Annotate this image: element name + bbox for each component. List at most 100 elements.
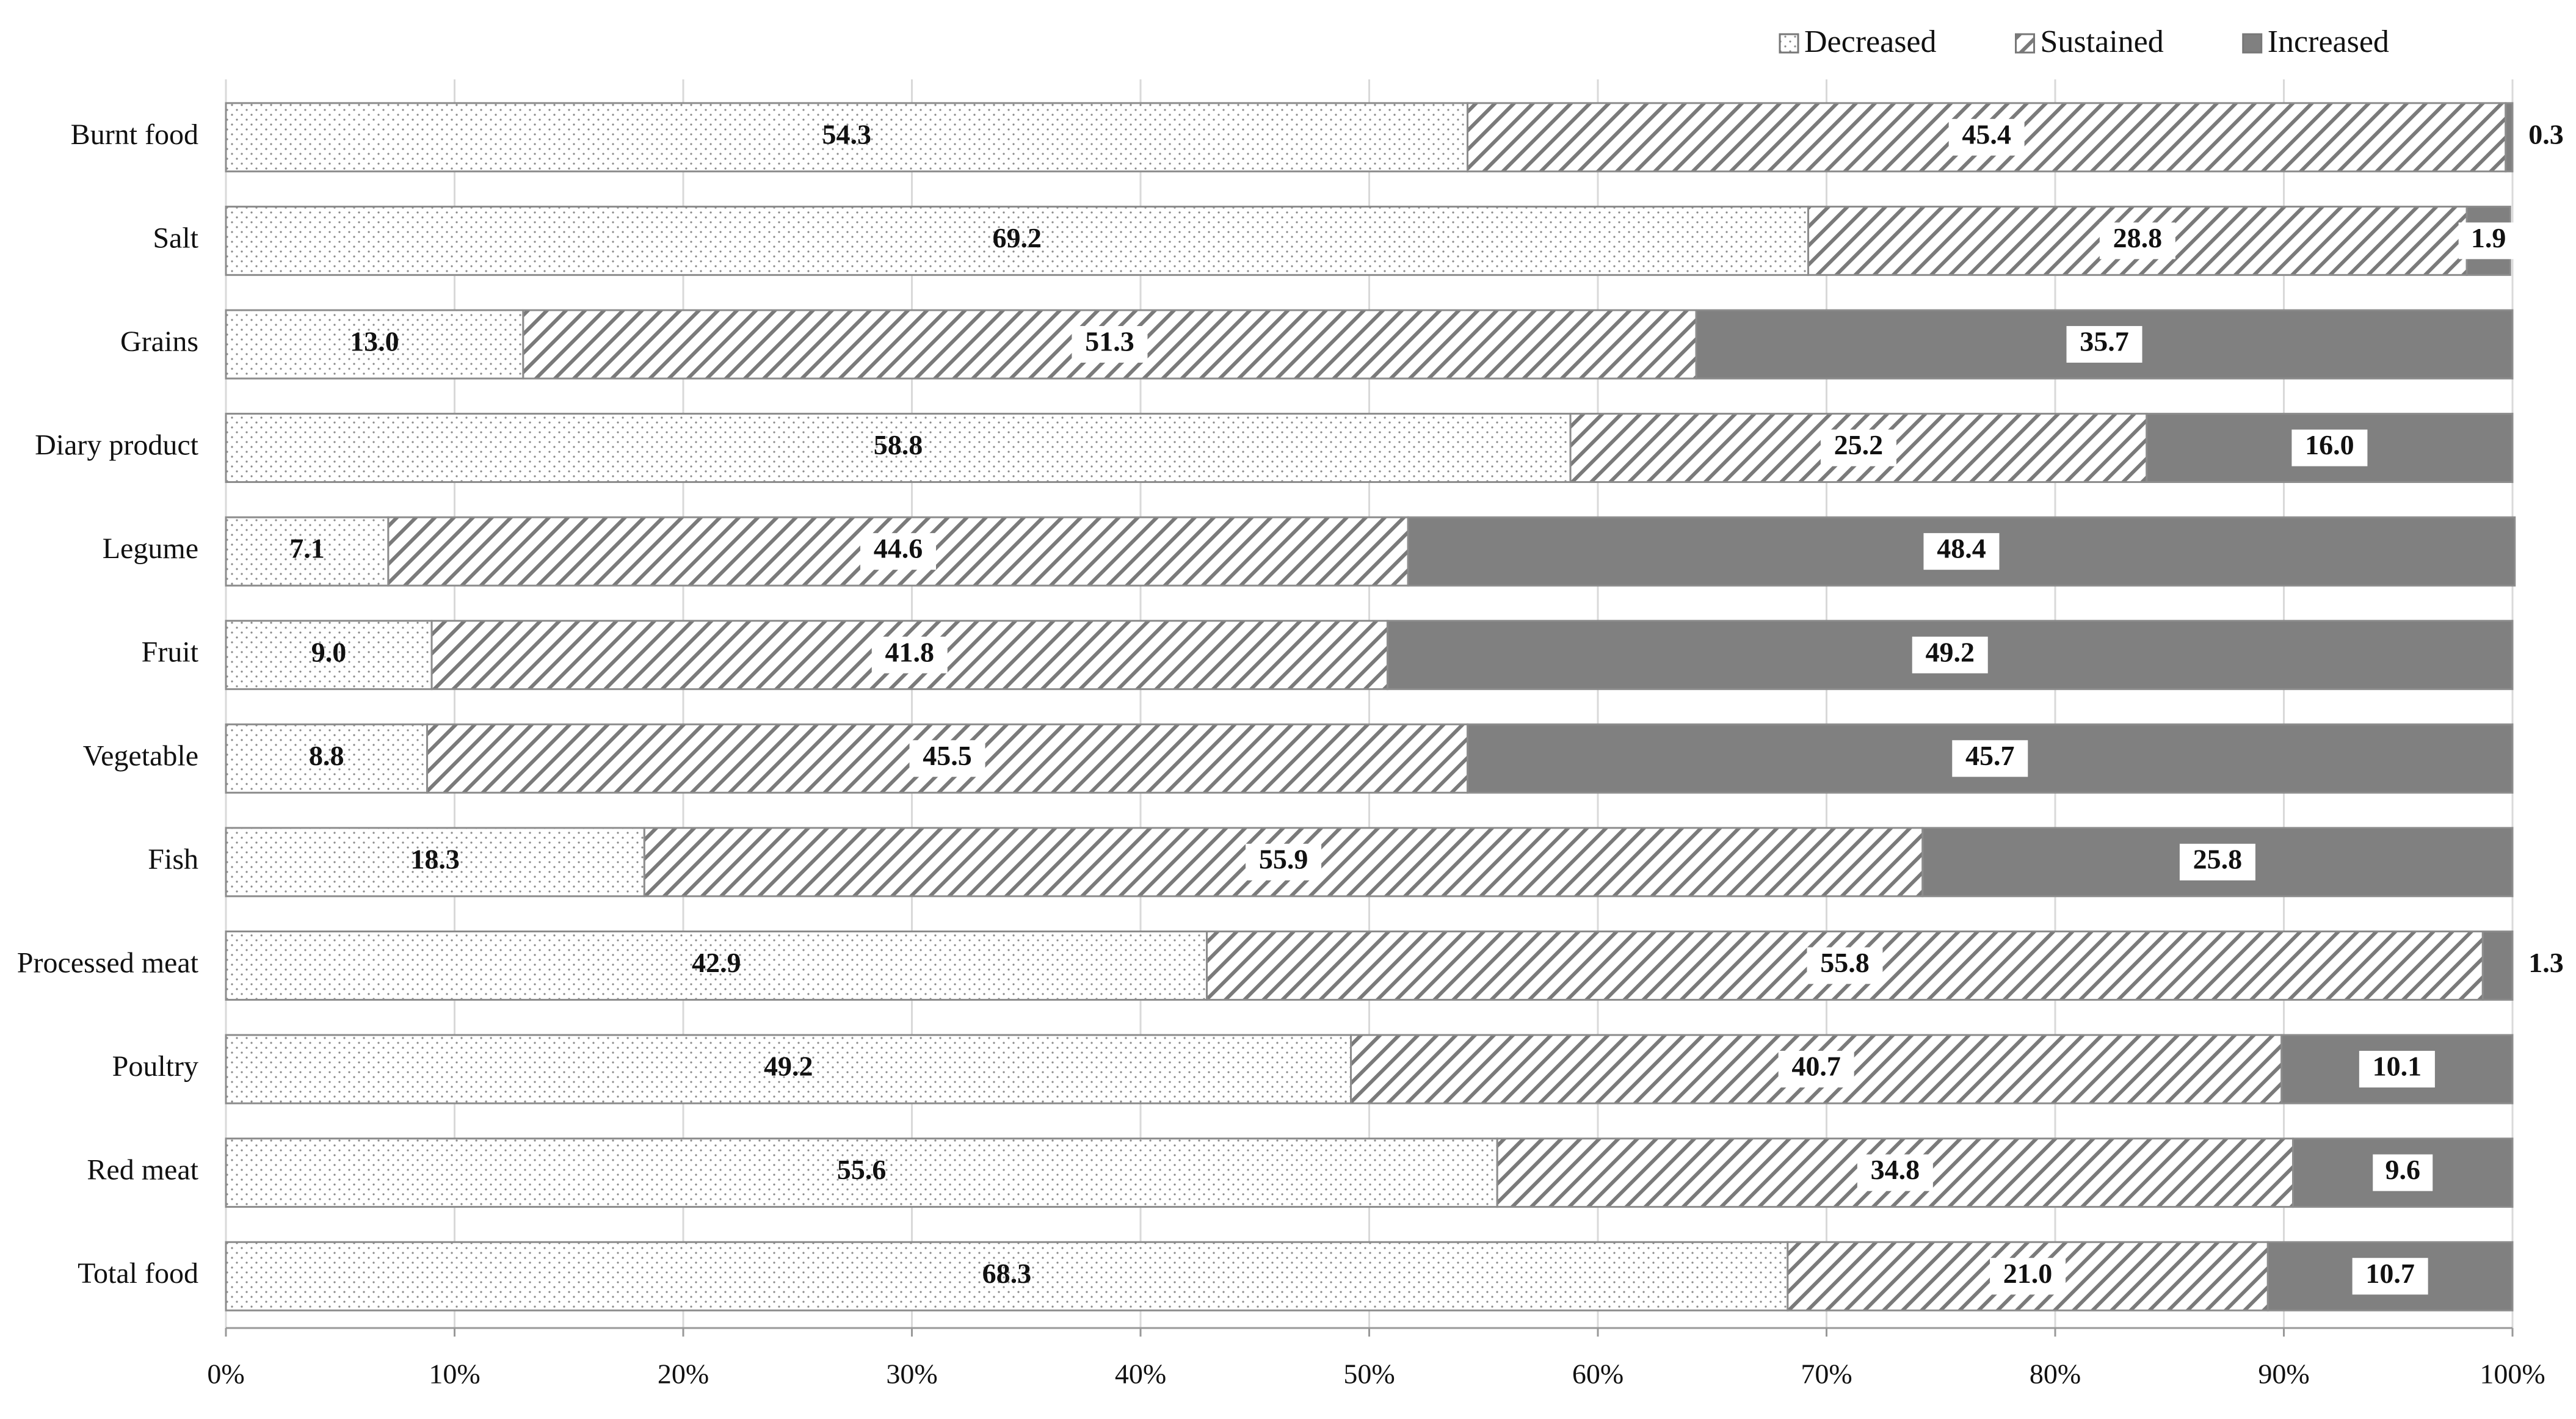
bar-segment <box>225 102 1469 173</box>
x-tick-label: 80% <box>2030 1359 2081 1390</box>
value-label: 28.8 <box>2113 222 2163 253</box>
bar-segment <box>225 930 1208 1001</box>
category-label: Fish <box>148 843 198 876</box>
category-label: Red meat <box>87 1154 198 1186</box>
bar-segment <box>225 1034 1352 1105</box>
value-label: 10.1 <box>2373 1051 2422 1082</box>
value-label: 48.4 <box>1937 533 1986 564</box>
bar-segment <box>225 827 645 898</box>
label-box <box>1952 740 2028 777</box>
value-label: 9.6 <box>2385 1154 2420 1185</box>
label-box <box>909 740 985 777</box>
label-box <box>871 636 948 673</box>
x-tick-label: 10% <box>429 1359 480 1390</box>
value-label: 18.3 <box>410 843 460 874</box>
value-label: 45.4 <box>1962 118 2011 150</box>
x-tick-label: 60% <box>1572 1359 1624 1390</box>
label-box <box>1923 533 2000 570</box>
label-box <box>2352 1258 2428 1295</box>
value-label: 51.3 <box>1085 326 1134 357</box>
category-label: Processed meat <box>17 946 199 979</box>
legend-swatch <box>1779 33 1799 54</box>
category-label: Fruit <box>142 636 199 669</box>
x-tick-label: 20% <box>658 1359 709 1390</box>
label-box <box>2373 1154 2433 1191</box>
legend-label: Decreased <box>1804 24 1937 59</box>
bar-segment <box>225 413 1572 484</box>
value-label: 45.7 <box>1965 740 2015 771</box>
x-tick-label: 40% <box>1115 1359 1166 1390</box>
value-label: 68.3 <box>982 1258 1032 1289</box>
value-label: 58.8 <box>874 429 923 460</box>
legend-swatch <box>2015 33 2036 54</box>
label-box <box>1246 843 1322 880</box>
value-label: 1.3 <box>2528 947 2564 978</box>
label-box <box>1990 1258 2066 1295</box>
value-label: 8.8 <box>309 740 344 771</box>
label-box <box>2458 222 2519 259</box>
value-label: 41.8 <box>885 636 935 667</box>
x-tick-label: 100% <box>2480 1359 2545 1390</box>
value-label: 10.7 <box>2365 1258 2415 1289</box>
bar-segment <box>225 516 390 587</box>
x-tick-label: 30% <box>886 1359 937 1390</box>
value-label: 49.2 <box>1925 636 1975 667</box>
value-label: 44.6 <box>874 533 923 564</box>
label-box <box>1857 1154 1933 1191</box>
label-box <box>2099 222 2175 259</box>
value-label: 49.2 <box>764 1051 813 1082</box>
category-label: Burnt food <box>71 118 198 151</box>
value-label: 69.2 <box>993 222 1042 253</box>
value-label: 1.9 <box>2471 222 2506 253</box>
x-tick-label: 70% <box>1801 1359 1852 1390</box>
category-label: Grains <box>120 325 198 358</box>
value-label: 21.0 <box>2003 1258 2053 1289</box>
bar-segment <box>225 205 1810 276</box>
label-box <box>1912 636 1988 673</box>
x-tick-label: 0% <box>207 1359 244 1390</box>
category-label: Salt <box>153 222 198 254</box>
value-label: 25.8 <box>2193 843 2243 874</box>
bar-segment <box>225 723 429 794</box>
value-label: 25.2 <box>1834 429 1884 460</box>
category-label: Poultry <box>112 1050 198 1083</box>
value-label: 40.7 <box>1791 1051 1841 1082</box>
bar-segment <box>225 620 433 691</box>
value-label: 55.9 <box>1259 843 1308 874</box>
label-box <box>1820 429 1896 466</box>
label-box <box>2291 429 2368 466</box>
value-label: 54.3 <box>822 118 872 150</box>
label-box <box>1948 118 2025 156</box>
label-box <box>1072 325 1148 363</box>
label-box <box>2066 325 2142 363</box>
category-label: Legume <box>103 532 198 565</box>
value-label: 55.8 <box>1820 947 1870 978</box>
bar-segment <box>2505 102 2514 173</box>
bar-segment <box>225 309 524 380</box>
value-label: 55.6 <box>837 1154 887 1185</box>
legend-swatch <box>2242 33 2263 54</box>
bar-segment <box>225 1138 1498 1208</box>
value-label: 45.5 <box>923 740 972 771</box>
value-label: 13.0 <box>350 326 399 357</box>
value-label: 0.3 <box>2528 118 2564 150</box>
value-label: 42.9 <box>692 947 741 978</box>
legend-label: Sustained <box>2041 24 2164 59</box>
value-label: 9.0 <box>311 636 347 667</box>
bar-segment <box>2291 1138 2514 1208</box>
bar-segment <box>225 1241 1789 1312</box>
bar-segment <box>1350 1034 2283 1105</box>
value-label: 34.8 <box>1871 1154 1920 1185</box>
legend-label: Increased <box>2268 24 2389 59</box>
category-label: Total food <box>78 1257 198 1290</box>
x-tick-label: 50% <box>1343 1359 1395 1390</box>
x-tick-label: 90% <box>2258 1359 2309 1390</box>
value-label: 7.1 <box>289 533 325 564</box>
category-label: Diary product <box>35 429 199 462</box>
label-box <box>1778 1051 1854 1088</box>
label-box <box>1807 947 1883 984</box>
bar-segment <box>2481 930 2514 1001</box>
value-label: 16.0 <box>2305 429 2354 460</box>
